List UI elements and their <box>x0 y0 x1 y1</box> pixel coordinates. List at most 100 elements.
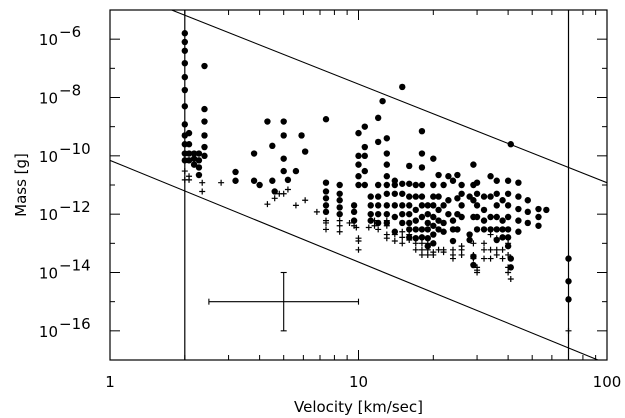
data-point-dot <box>435 171 442 179</box>
data-point-dot <box>190 155 198 162</box>
data-point-plus <box>391 238 398 245</box>
data-point-dot <box>504 177 512 184</box>
data-point-plus <box>440 246 447 253</box>
data-point-plus <box>505 264 512 271</box>
plus-marker-series <box>181 168 572 334</box>
data-point-dot <box>195 150 203 157</box>
data-point-dot <box>280 118 287 125</box>
data-point-plus <box>371 222 378 229</box>
y-tick-exponent: −8 <box>59 82 81 100</box>
data-point-plus <box>406 231 413 238</box>
data-point-dot <box>524 197 531 204</box>
data-point-dot <box>391 202 399 209</box>
data-point-dot <box>336 204 343 211</box>
data-point-dot <box>322 188 330 195</box>
data-point-dot <box>383 173 391 180</box>
data-point-plus <box>418 246 425 253</box>
data-point-dot <box>473 226 481 233</box>
data-point-dot <box>418 202 426 209</box>
data-point-dot <box>361 143 368 151</box>
data-point-dot <box>361 167 368 175</box>
data-point-plus <box>371 217 378 224</box>
data-point-dot <box>412 234 419 242</box>
data-point-dot <box>181 59 189 67</box>
data-point-dot <box>298 132 305 139</box>
data-point-dot <box>418 127 426 135</box>
y-tick-base: 10 <box>39 148 58 166</box>
y-tick-exponent: −6 <box>59 23 81 41</box>
data-point-dot <box>406 162 413 170</box>
data-point-dot <box>493 190 500 197</box>
data-point-dot <box>424 210 431 218</box>
data-point-dot <box>470 197 477 204</box>
data-point-dot <box>418 164 426 171</box>
data-point-plus <box>399 240 406 247</box>
x-tick-label: 1 <box>105 373 115 391</box>
data-point-dot <box>515 205 522 213</box>
data-point-dot <box>355 173 362 180</box>
data-point-dot <box>473 202 481 209</box>
data-point-dot <box>418 213 426 221</box>
data-point-dot <box>181 38 189 46</box>
data-point-dot <box>445 173 452 180</box>
data-point-dot <box>195 164 203 171</box>
data-point-dot <box>406 180 413 187</box>
data-point-dot <box>391 213 399 221</box>
diagonal-limit-line <box>110 159 599 360</box>
data-point-dot <box>430 193 437 200</box>
data-point-dot <box>322 179 330 186</box>
data-point-dot <box>499 217 506 224</box>
data-point-plus <box>458 246 465 253</box>
data-point-dot <box>424 202 431 209</box>
data-point-dot <box>374 210 382 218</box>
data-point-plus <box>383 235 390 242</box>
data-point-dot <box>181 86 189 94</box>
data-point-dot <box>480 226 488 233</box>
y-tick-exponent: −16 <box>59 315 91 333</box>
data-point-dot <box>493 226 500 233</box>
data-point-dot <box>271 188 278 195</box>
data-point-dot <box>418 193 426 200</box>
data-point-dot <box>280 155 287 162</box>
data-point-plus <box>181 168 188 175</box>
data-point-dot <box>466 231 473 238</box>
data-point-dot <box>535 222 542 229</box>
data-point-plus <box>505 240 512 247</box>
data-point-dot <box>374 219 382 227</box>
data-point-plus <box>487 231 494 238</box>
data-point-plus <box>284 186 291 193</box>
data-point-dot <box>449 217 457 224</box>
data-point-dot <box>504 190 512 197</box>
data-point-dot <box>458 181 465 189</box>
data-point-dot <box>412 193 419 200</box>
y-tick-base: 10 <box>39 90 58 108</box>
data-point-plus <box>323 219 330 226</box>
data-point-dot <box>473 179 481 186</box>
data-point-plus <box>346 219 353 226</box>
data-point-dot <box>470 261 477 269</box>
data-point-dot <box>507 141 514 148</box>
data-point-plus <box>424 240 431 247</box>
data-point-dot <box>256 181 263 189</box>
data-point-plus <box>292 202 299 209</box>
data-point-dot <box>201 143 208 151</box>
data-point-dot <box>504 202 512 209</box>
data-point-plus <box>449 255 456 262</box>
data-point-dot <box>454 195 461 202</box>
data-point-dot <box>515 193 522 200</box>
data-point-plus <box>399 228 406 235</box>
data-point-dot <box>391 177 399 184</box>
data-point-dot <box>350 217 358 224</box>
data-point-dot <box>430 202 437 209</box>
data-point-dot <box>515 217 522 224</box>
data-point-plus <box>186 176 193 183</box>
data-point-plus <box>507 275 514 282</box>
x-tick-label: 100 <box>593 373 622 391</box>
data-point-dot <box>355 161 362 168</box>
data-point-dot <box>399 219 406 227</box>
data-point-dot <box>487 193 494 200</box>
data-point-dot <box>406 210 413 218</box>
data-point-plus <box>336 222 343 229</box>
data-point-dot <box>336 197 343 204</box>
data-point-dot <box>493 177 500 184</box>
